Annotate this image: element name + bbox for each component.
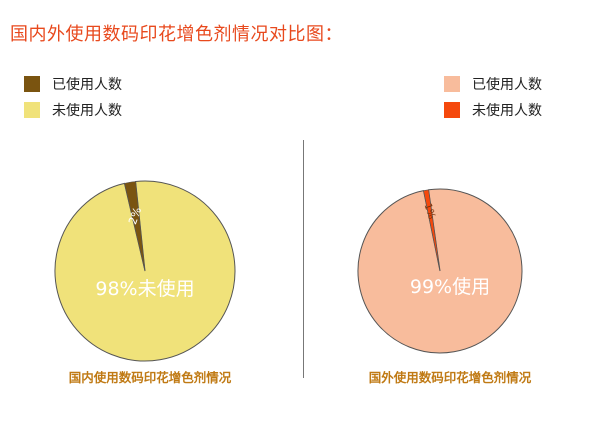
legend-item-unused: 未使用人数	[444, 99, 542, 121]
page-title: 国内外使用数码印花增色剂情况对比图：	[10, 24, 343, 45]
pie-chart-foreign: 1% 99%使用	[357, 188, 523, 354]
pie-slice-used	[357, 188, 523, 354]
legend-item-used: 已使用人数	[444, 73, 542, 95]
legend-swatch-unused	[24, 102, 40, 118]
caption-domestic: 国内使用数码印花增色剂情况	[68, 370, 232, 385]
legend-foreign: 已使用人数 未使用人数	[444, 73, 542, 125]
pie-slice-used	[124, 181, 146, 272]
legend-label-unused: 未使用人数	[52, 103, 122, 119]
legend-label-unused: 未使用人数	[472, 103, 542, 119]
pie-chart-domestic: 2% 98%未使用	[54, 180, 236, 362]
legend-label-used: 已使用人数	[52, 77, 122, 93]
pie-slice-unused	[423, 189, 441, 272]
legend-swatch-used	[24, 76, 40, 92]
pie-data-label: 99%使用	[410, 276, 490, 298]
legend-label-used: 已使用人数	[472, 77, 542, 93]
legend-swatch-unused	[444, 102, 460, 118]
caption-foreign: 国外使用数码印花增色剂情况	[368, 370, 532, 385]
pie-data-label: 98%未使用	[95, 278, 194, 300]
pie-data-label: 1%	[422, 202, 437, 220]
legend-item-used: 已使用人数	[24, 73, 122, 95]
pie-data-label: 2%	[126, 205, 144, 226]
divider-line	[303, 140, 304, 378]
legend-domestic: 已使用人数 未使用人数	[24, 73, 122, 125]
legend-swatch-used	[444, 76, 460, 92]
legend-item-unused: 未使用人数	[24, 99, 122, 121]
